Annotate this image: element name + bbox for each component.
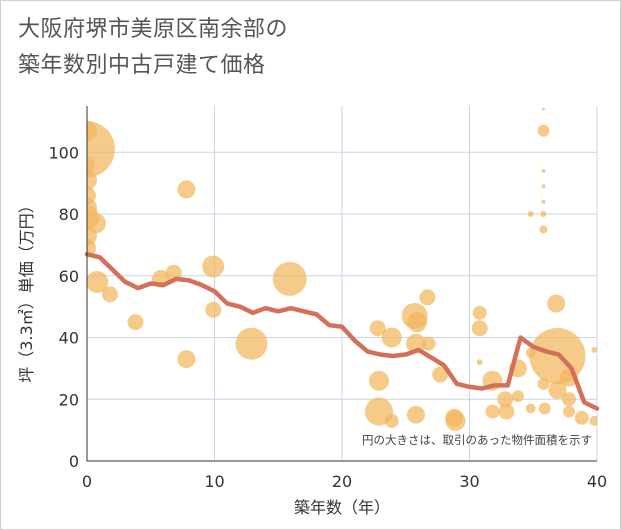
bubble-56	[547, 294, 566, 313]
bubble-21	[369, 320, 386, 337]
bubble-35	[472, 305, 487, 320]
bubble-20	[272, 261, 307, 296]
chart-title: 大阪府堺市美原区南余部の 築年数別中古戸建て価格	[18, 12, 288, 84]
y-tick-label-20: 20	[59, 390, 79, 409]
bubble-61	[561, 392, 576, 407]
bubble-62	[574, 410, 589, 425]
y-tick-label-100: 100	[48, 143, 79, 162]
bubble-48	[537, 124, 550, 137]
bubble-18	[205, 301, 222, 318]
bubble-34	[445, 410, 466, 431]
bubble-42	[511, 390, 524, 403]
x-tick-label-0: 0	[82, 472, 92, 491]
bubble-15	[177, 180, 196, 199]
bubble-46	[525, 403, 536, 414]
bubble-14	[165, 264, 182, 281]
bubble-50	[541, 184, 546, 189]
bubble-53	[539, 225, 548, 234]
chart-title-line1: 大阪府堺市美原区南余部の	[18, 17, 289, 42]
bubble-17	[202, 255, 225, 278]
axes	[86, 106, 597, 462]
bubble-11	[101, 286, 118, 303]
bubble-10	[87, 270, 109, 293]
bubble-30	[419, 289, 436, 306]
trend-line-group	[84, 251, 600, 411]
bubble-58	[548, 381, 567, 399]
y-tick-label-80: 80	[59, 205, 79, 224]
bubble-28	[406, 405, 425, 424]
bubble-19	[235, 327, 268, 360]
bubble-32	[432, 366, 449, 383]
bubble-37	[476, 359, 483, 366]
trend-line	[84, 251, 600, 411]
bubble-2	[87, 156, 95, 173]
bubble-29	[407, 312, 428, 333]
y-tick-label-0: 0	[69, 452, 79, 471]
x-tick-label-30: 30	[459, 472, 479, 491]
chart-title-line2: 築年数別中古戸建て価格	[18, 53, 266, 78]
bubbles	[87, 107, 597, 431]
bubble-51	[541, 199, 546, 204]
bubble-41	[498, 403, 515, 420]
bubble-31	[421, 336, 436, 351]
bubble-55	[538, 402, 551, 415]
bubble-36	[471, 320, 488, 337]
y-tick-label-40: 40	[59, 329, 79, 348]
bubble-39	[485, 404, 500, 419]
x-axis-label: 築年数（年）	[294, 498, 390, 517]
bubble-60	[562, 405, 575, 418]
bubble-9	[87, 213, 106, 234]
bubble-52	[540, 211, 547, 218]
y-tick-label-60: 60	[59, 267, 79, 286]
bubble-12	[127, 314, 144, 331]
bubble-24	[384, 413, 399, 428]
y-axis-label: 坪（3.3㎡）単価（万円）	[17, 197, 36, 382]
tick-labels: 0 10 20 30 40 0 20 40 60 80 100	[48, 143, 607, 491]
bubble-16	[177, 350, 196, 369]
x-tick-label-10: 10	[204, 472, 224, 491]
bubble-40	[497, 391, 514, 408]
x-tick-label-20: 20	[332, 472, 352, 491]
bubble-49	[541, 168, 546, 173]
bubble-44	[527, 211, 534, 218]
x-tick-label-40: 40	[587, 472, 607, 491]
bubble-22	[368, 370, 389, 391]
bubble-47	[541, 107, 545, 111]
bubble-64	[589, 415, 597, 426]
chart-note: 円の大きさは、取引のあった物件面積を示す	[362, 433, 592, 447]
bubble-63	[591, 346, 597, 353]
bubble-3	[87, 170, 97, 191]
bubble-27	[405, 333, 426, 354]
bubble-25	[381, 327, 402, 348]
